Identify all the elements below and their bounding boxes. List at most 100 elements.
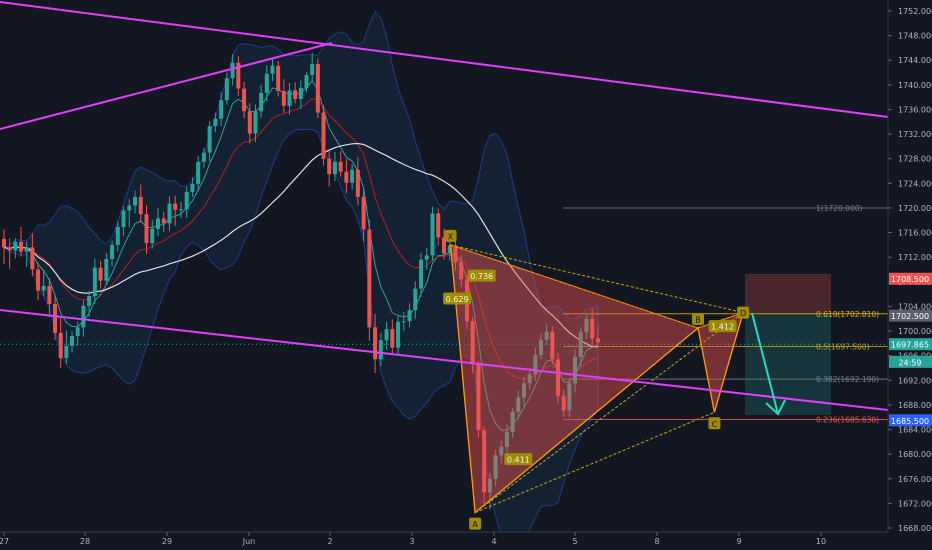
candle-body (441, 237, 446, 254)
candle (344, 159, 349, 194)
arrow-shaft[interactable] (751, 312, 779, 415)
trend-channel[interactable] (0, 1, 888, 411)
fib-label-4: 0.236(1685.630) (816, 416, 879, 425)
candle (298, 80, 303, 109)
stop-zone[interactable] (745, 274, 831, 313)
candle (36, 262, 41, 301)
y-tick-label: 1744.000 (898, 56, 932, 65)
fib-label-0: 1(1720.000) (816, 204, 862, 213)
pattern-path[interactable] (449, 244, 744, 514)
pattern-point-d[interactable]: D (737, 306, 750, 319)
candle (287, 83, 292, 115)
candle (276, 60, 281, 97)
candle-body (521, 383, 526, 398)
candle-body (361, 196, 366, 230)
channel-upper-line[interactable] (0, 1, 888, 118)
candle (92, 258, 97, 304)
price-badge-box (889, 309, 932, 322)
candle (567, 377, 572, 418)
candle (447, 239, 452, 261)
candle (2, 229, 6, 264)
x-tick-label: 29 (162, 537, 172, 546)
candle-body (390, 329, 395, 348)
x-tick-label: 8 (654, 537, 659, 546)
candle-body (567, 383, 572, 411)
candle-body (58, 332, 63, 359)
pattern-ratio-box (708, 320, 737, 333)
candle-body (533, 355, 538, 375)
candle (413, 281, 418, 319)
y-tick-label: 1680.000 (898, 450, 932, 459)
candle-body (287, 90, 292, 106)
y-tick-label: 1692.000 (898, 376, 932, 385)
candle-body (424, 255, 429, 260)
x-tick-label: 4 (491, 537, 496, 546)
harmonic-pattern[interactable]: X A B C D 0.736 0.629 1.412 0.411 (443, 229, 750, 530)
candle-body (253, 111, 258, 134)
x-tick-label: 10 (816, 537, 826, 546)
candle (538, 333, 543, 360)
y-tick-label: 1712.000 (898, 253, 932, 262)
candle (321, 105, 326, 166)
candle-body (493, 455, 498, 479)
pattern-ratio-label: 0.411 (507, 456, 530, 465)
time-axis[interactable]: 27 28 29 Jun 2 3 4 5 8 9 10 (0, 532, 826, 546)
candle (350, 164, 355, 190)
candle (13, 238, 18, 259)
fibonacci-retracement[interactable]: 1(1720.000) 0.618(1702.810) 0.5(1697.500) 0… (0, 204, 888, 425)
pattern-ratio-label: 0.736 (470, 272, 493, 281)
pattern-ratio: 1.412 (708, 320, 737, 333)
pattern-point-c[interactable]: C (708, 417, 721, 430)
channel-top-line[interactable] (0, 42, 333, 130)
channel-lower-line[interactable] (0, 309, 888, 411)
price-badge-4: 1685.500 (889, 414, 932, 427)
pattern-ratio-line (697, 312, 744, 329)
candle (521, 376, 526, 407)
pattern-ratio-label: 1.412 (711, 323, 734, 332)
candle (533, 347, 538, 381)
pattern-point-box (692, 312, 704, 325)
candle-body (516, 397, 521, 412)
candle (373, 313, 378, 373)
candle-body (144, 214, 149, 244)
candle (184, 186, 189, 218)
candle (332, 151, 337, 181)
price-badge-box (889, 272, 932, 285)
candle-body (167, 203, 172, 224)
plot-area[interactable]: 1(1720.000) 0.618(1702.810) 0.5(1697.500) 0… (0, 1, 888, 548)
candle (310, 52, 315, 82)
candle-body (201, 152, 206, 162)
price-badge-1: 1702.500 (889, 309, 932, 322)
candle-body (224, 78, 229, 101)
candle-body (207, 126, 212, 153)
candle (24, 241, 29, 268)
candle-body (304, 75, 309, 88)
candle-body (407, 310, 412, 322)
arrow-head[interactable] (765, 399, 786, 416)
pattern-point-b[interactable]: B (692, 312, 704, 325)
y-tick-label: 1704.000 (898, 302, 932, 311)
candle-body (499, 446, 504, 456)
candle-body (561, 395, 566, 411)
price-badge-0: 1708.500 (889, 272, 932, 285)
candle (196, 155, 201, 192)
candle-body (47, 286, 52, 304)
price-badge-2: 1697.865 (889, 338, 932, 351)
fib-label-2: 0.5(1697.500) (816, 342, 870, 351)
candle (150, 219, 155, 249)
x-tick-label: 9 (736, 537, 741, 546)
candle-body (310, 63, 315, 76)
candle (499, 440, 504, 464)
candle (510, 407, 515, 438)
pattern-point-box (469, 517, 482, 530)
projection-arrow[interactable] (751, 312, 786, 416)
candle-body (36, 269, 41, 291)
candle-body (578, 332, 583, 357)
candle (561, 389, 566, 417)
candle-body (2, 238, 6, 248)
candle-body (504, 432, 509, 447)
price-badge-label: 1697.865 (891, 341, 929, 350)
pattern-point-a[interactable]: A (469, 517, 482, 530)
pattern-point-x[interactable]: X (444, 229, 457, 242)
